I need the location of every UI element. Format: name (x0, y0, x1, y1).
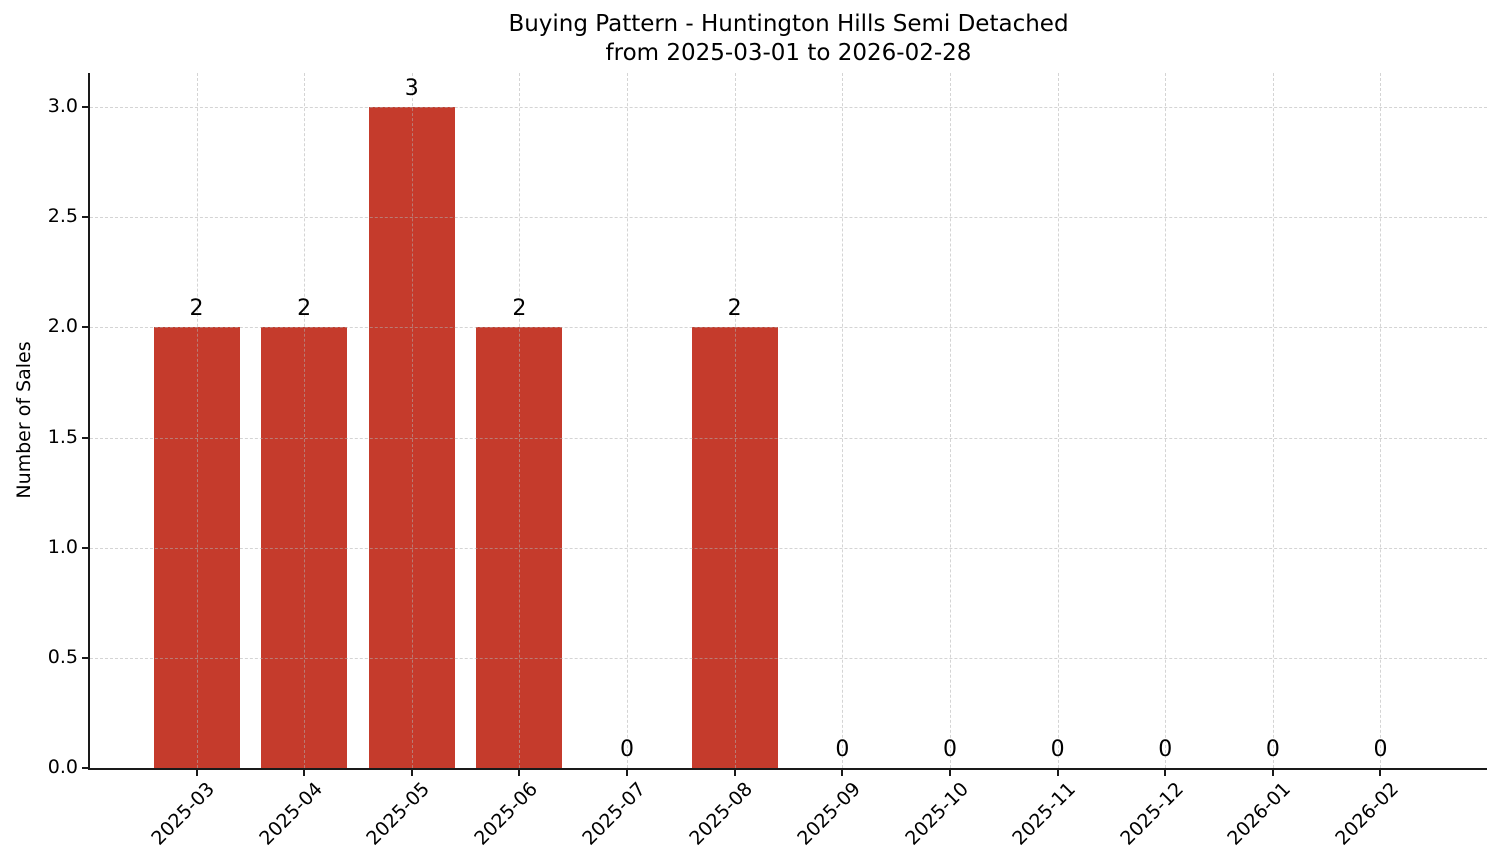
y-tick-mark (82, 216, 90, 219)
x-gridline (1272, 73, 1274, 768)
x-axis-spine (88, 768, 1487, 770)
y-gridline (90, 437, 1487, 439)
y-gridline (90, 657, 1487, 659)
y-gridline (90, 547, 1487, 549)
x-tick-mark (626, 768, 629, 776)
x-tick-label: 2025-07 (577, 778, 650, 850)
y-gridline (90, 107, 1487, 109)
y-tick-mark (82, 326, 90, 329)
x-gridline (1165, 73, 1167, 768)
y-tick-label: 2.0 (47, 315, 78, 338)
y-tick-label: 1.0 (47, 535, 78, 558)
x-tick-mark (1164, 768, 1167, 776)
x-tick-label: 2026-01 (1223, 778, 1296, 850)
bar-value-label: 0 (620, 737, 635, 762)
y-axis-spine (88, 73, 90, 768)
x-tick-mark (1056, 768, 1059, 776)
x-tick-mark (303, 768, 306, 776)
x-tick-label: 2025-08 (685, 778, 758, 850)
x-gridline (949, 73, 951, 768)
x-tick-label: 2025-05 (362, 778, 435, 850)
x-gridline (842, 73, 844, 768)
x-tick-mark (841, 768, 844, 776)
y-tick-mark (82, 106, 90, 109)
chart-title: Buying Pattern - Huntington Hills Semi D… (90, 10, 1487, 69)
y-tick-label: 0.0 (47, 756, 78, 778)
bar-value-label: 0 (835, 737, 850, 762)
y-gridline (90, 327, 1487, 329)
y-tick-mark (82, 436, 90, 439)
x-tick-label: 2025-09 (793, 778, 865, 850)
x-gridline (519, 73, 521, 768)
bar-value-label: 2 (297, 296, 312, 322)
x-gridline (627, 73, 629, 768)
y-gridline (90, 217, 1487, 219)
x-gridline (304, 73, 306, 768)
y-tick-label: 1.5 (47, 425, 78, 448)
x-gridline (734, 73, 736, 768)
bar-value-label: 0 (1158, 737, 1173, 762)
x-gridline (1057, 73, 1059, 768)
bar-value-label: 0 (942, 737, 957, 762)
y-axis-label: Number of Sales (13, 341, 35, 499)
x-tick-mark (733, 768, 736, 776)
x-tick-mark (948, 768, 951, 776)
y-tick-mark (82, 656, 90, 659)
bar-value-label: 0 (1265, 737, 1280, 762)
x-tick-mark (195, 768, 198, 776)
y-tick-label: 2.5 (47, 205, 78, 228)
x-tick-mark (410, 768, 413, 776)
x-tick-label: 2025-03 (147, 778, 220, 850)
bar-value-label: 3 (404, 76, 419, 102)
bar-value-label: 0 (1050, 737, 1065, 762)
chart-title-line1: Buying Pattern - Huntington Hills Semi D… (508, 11, 1069, 37)
x-gridline (196, 73, 198, 768)
x-tick-label: 2025-04 (255, 778, 327, 850)
bar-value-label: 2 (727, 296, 742, 322)
x-tick-mark (1379, 768, 1382, 776)
bar-value-label: 0 (1373, 737, 1388, 762)
y-tick-mark (82, 546, 90, 549)
x-tick-label: 2025-10 (900, 778, 973, 850)
plot-area: 2 2 3 2 0 2 0 0 0 0 0 0 (88, 73, 1487, 770)
x-gridline (411, 73, 413, 768)
bar-value-label: 2 (512, 296, 527, 322)
bar-value-label: 2 (189, 296, 204, 322)
y-tick-label: 0.5 (47, 645, 78, 668)
y-tick-label: 3.0 (47, 95, 78, 118)
x-tick-label: 2026-02 (1331, 778, 1404, 850)
x-tick-label: 2025-11 (1008, 778, 1081, 850)
x-tick-mark (1271, 768, 1274, 776)
x-tick-label: 2025-12 (1116, 778, 1188, 850)
y-tick-mark (82, 767, 90, 769)
x-tick-label: 2025-06 (470, 778, 542, 850)
chart-title-line2: from 2025-03-01 to 2026-02-28 (605, 40, 972, 67)
x-gridline (1380, 73, 1382, 768)
x-tick-mark (518, 768, 521, 776)
